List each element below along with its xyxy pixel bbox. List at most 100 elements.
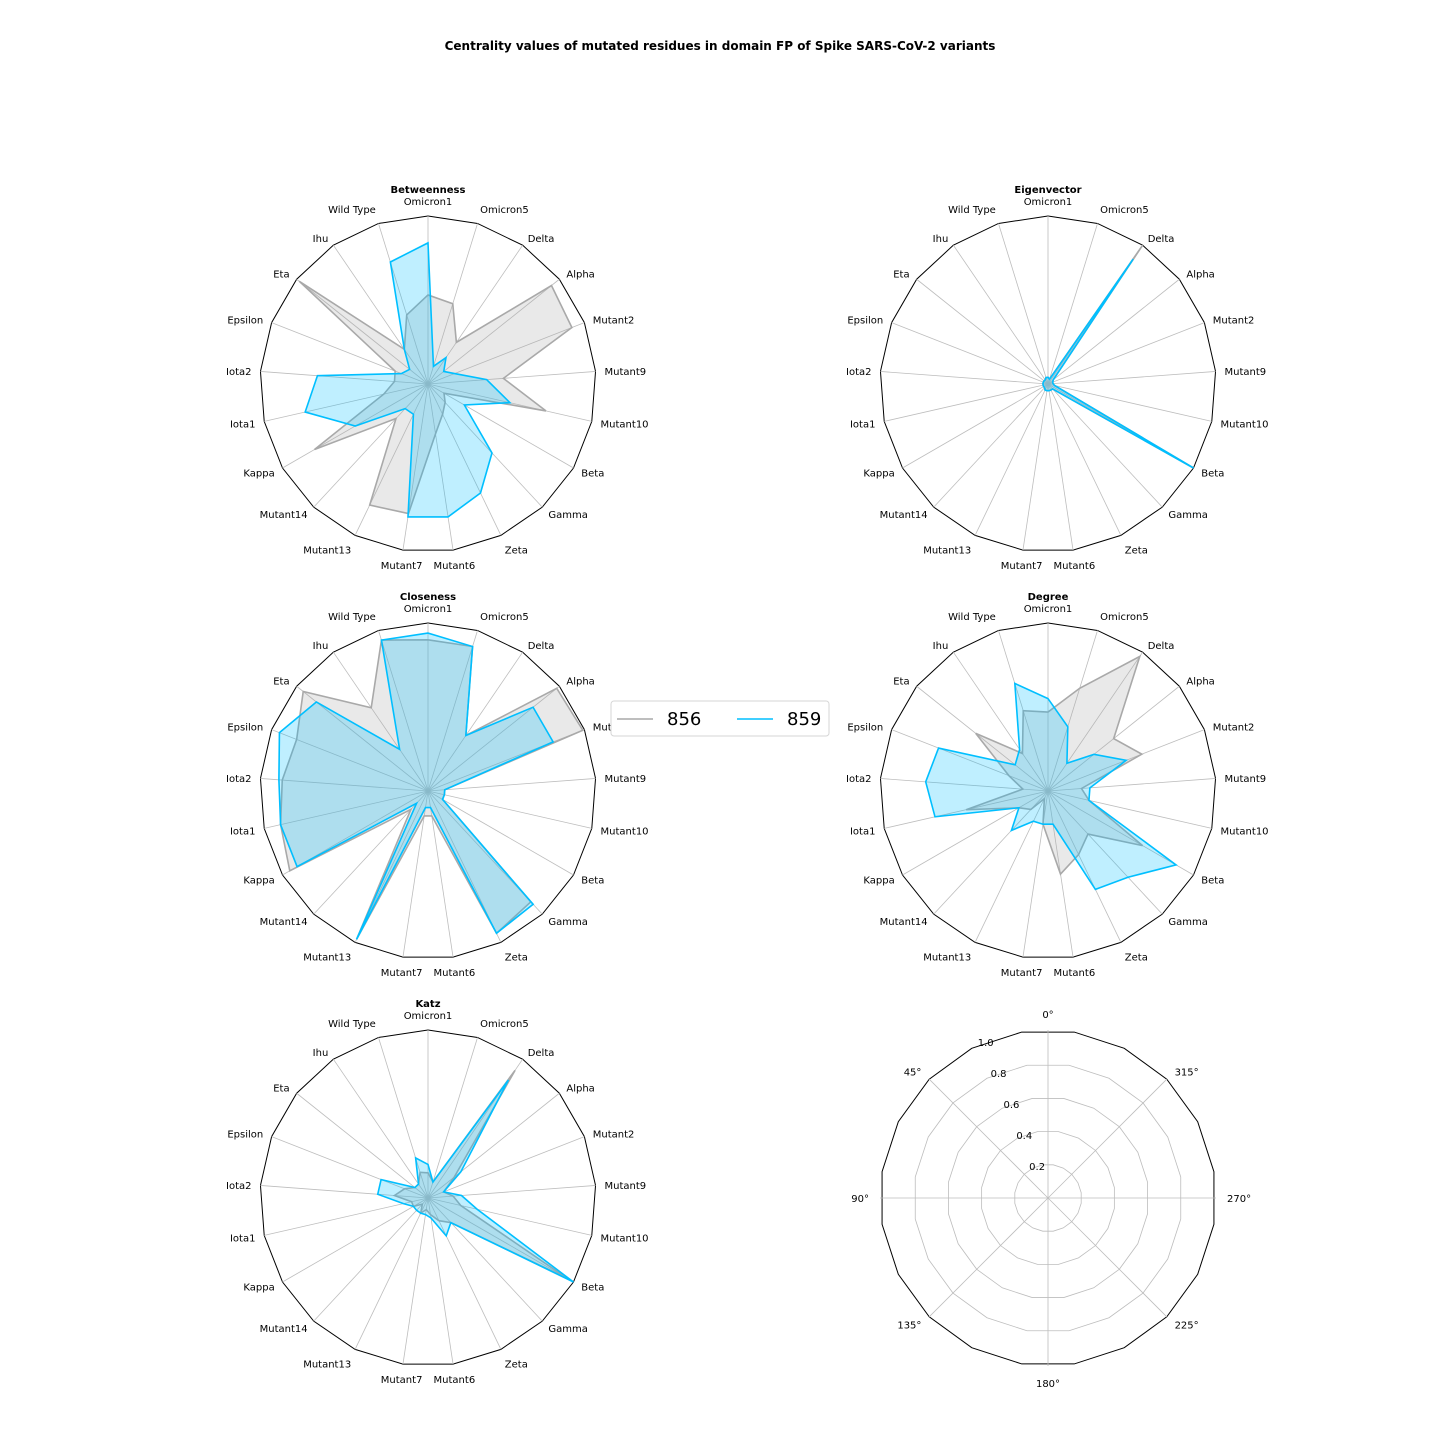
axis-label-beta: Beta <box>581 876 604 887</box>
radial-tick-label: 1.0 <box>978 1038 994 1049</box>
radar-spoke <box>282 1197 429 1283</box>
radar-spoke <box>264 1197 429 1236</box>
axis-label-alpha: Alpha <box>1186 270 1214 281</box>
axis-label-mutant2: Mutant2 <box>1213 722 1255 733</box>
angular-gridline <box>1047 1197 1168 1318</box>
radar-spoke <box>891 729 1049 792</box>
radar-spoke <box>354 790 429 943</box>
legend-label-859: 859 <box>787 709 821 730</box>
radar-spoke <box>313 790 429 915</box>
radar-spoke <box>402 790 429 958</box>
axis-label-iota1: Iota1 <box>230 1233 255 1244</box>
radial-tick-label: 0.2 <box>1029 1162 1045 1173</box>
axis-label-kappa: Kappa <box>863 469 894 480</box>
series-859-area <box>376 1079 574 1283</box>
radar-spoke <box>880 371 1049 385</box>
chart-panel-2: Omicron1 Wild Type Ihu Eta Epsilon Iota2 Iota1… <box>226 592 649 979</box>
chart-panel-1: Omicron1 Wild Type Ihu Eta Epsilon Iota2 Iota1… <box>846 185 1269 572</box>
axis-label-mutant2: Mutant2 <box>593 315 635 326</box>
axis-label-mutant10: Mutant10 <box>1221 419 1269 430</box>
radar-spoke <box>427 729 585 792</box>
axis-label-omicron5: Omicron5 <box>480 1019 529 1030</box>
radar-spoke <box>427 685 560 792</box>
axis-label-ihu: Ihu <box>313 234 329 245</box>
radar-spoke <box>260 1185 429 1199</box>
axis-label-ihu: Ihu <box>933 234 949 245</box>
radar-spoke <box>378 1037 429 1199</box>
axis-label-omicron1: Omicron1 <box>404 1011 453 1022</box>
angle-tick-label: 0° <box>1042 1010 1053 1021</box>
axis-label-omicron1: Omicron1 <box>1024 604 1073 615</box>
axis-label-mutant14: Mutant14 <box>880 917 928 928</box>
axis-label-mutant6: Mutant6 <box>434 1375 476 1386</box>
radar-spoke <box>427 630 478 792</box>
radar-spoke <box>333 1058 429 1199</box>
chart-panel-5: 0° 45° 90° 135° 180° 225° 270° 315° 0.2 0.4 0.6 0.8… <box>851 1010 1251 1390</box>
panel-title: Eigenvector <box>1014 185 1081 196</box>
axis-label-mutant9: Mutant9 <box>1225 367 1267 378</box>
axis-label-mutant14: Mutant14 <box>260 510 308 521</box>
axis-label-mutant13: Mutant13 <box>923 952 971 963</box>
radial-gridline <box>948 1098 1148 1298</box>
axis-label-gamma: Gamma <box>548 917 588 928</box>
radar-spoke <box>953 651 1049 792</box>
radar-spoke <box>271 729 429 792</box>
axis-label-ihu: Ihu <box>313 641 329 652</box>
radar-spoke <box>427 651 523 792</box>
radar-frame <box>259 622 597 958</box>
radar-spoke <box>427 1185 596 1199</box>
axis-label-epsilon: Epsilon <box>227 315 263 326</box>
radar-spoke <box>333 244 429 385</box>
radar-spoke <box>427 1197 592 1236</box>
radar-spoke <box>427 383 543 508</box>
axis-label-gamma: Gamma <box>548 1324 588 1335</box>
legend-label-856: 856 <box>667 709 701 730</box>
radar-frame <box>259 1029 597 1365</box>
axis-label-ihu: Ihu <box>933 641 949 652</box>
radial-tick-label: 0.8 <box>991 1069 1007 1080</box>
radar-spoke <box>264 383 429 422</box>
axis-label-alpha: Alpha <box>566 1084 594 1095</box>
chart-panel-3: Omicron1 Wild Type Ihu Eta Epsilon Iota2 Iota1… <box>846 592 1269 979</box>
radar-spoke <box>427 1136 585 1199</box>
axis-label-mutant10: Mutant10 <box>601 826 649 837</box>
radar-spoke <box>1047 278 1180 385</box>
axis-label-eta: Eta <box>273 677 289 688</box>
axis-label-delta: Delta <box>528 1048 555 1059</box>
series-856-area <box>298 280 573 515</box>
angle-tick-label: 270° <box>1227 1194 1251 1205</box>
panel-title: Betweenness <box>391 185 466 196</box>
radar-spoke <box>427 383 454 551</box>
axis-label-delta: Delta <box>1148 641 1175 652</box>
axis-label-zeta: Zeta <box>505 952 528 963</box>
axis-label-mutant6: Mutant6 <box>1054 561 1096 572</box>
radar-spoke <box>427 371 596 385</box>
axis-label-mutant9: Mutant9 <box>605 774 647 785</box>
radar-spoke <box>427 1037 478 1199</box>
radar-spoke <box>427 383 502 536</box>
radar-spoke <box>891 322 1049 385</box>
radar-spoke <box>313 383 429 508</box>
angle-tick-label: 225° <box>1175 1321 1199 1332</box>
axis-label-omicron1: Omicron1 <box>404 604 453 615</box>
axis-label-iota2: Iota2 <box>226 1181 251 1192</box>
radar-spoke <box>427 790 592 829</box>
radar-spoke <box>354 1197 429 1350</box>
radar-spoke <box>1047 790 1212 829</box>
axis-label-iota1: Iota1 <box>850 826 875 837</box>
axis-label-mutant9: Mutant9 <box>1225 774 1267 785</box>
axis-label-omicron5: Omicron5 <box>1100 205 1149 216</box>
axis-label-kappa: Kappa <box>243 876 274 887</box>
axis-label-mutant13: Mutant13 <box>303 1359 351 1370</box>
axis-label-kappa: Kappa <box>243 469 274 480</box>
axis-label-epsilon: Epsilon <box>227 1129 263 1140</box>
radar-spoke <box>1047 651 1143 792</box>
angle-tick-label: 90° <box>851 1194 869 1205</box>
radar-spoke <box>378 630 429 792</box>
radar-spoke <box>427 790 574 876</box>
radial-tick-label: 0.6 <box>1003 1100 1019 1111</box>
axis-label-eta: Eta <box>273 1084 289 1095</box>
radar-spoke <box>916 685 1049 792</box>
radar-spoke <box>1047 383 1212 422</box>
axis-label-delta: Delta <box>1148 234 1175 245</box>
